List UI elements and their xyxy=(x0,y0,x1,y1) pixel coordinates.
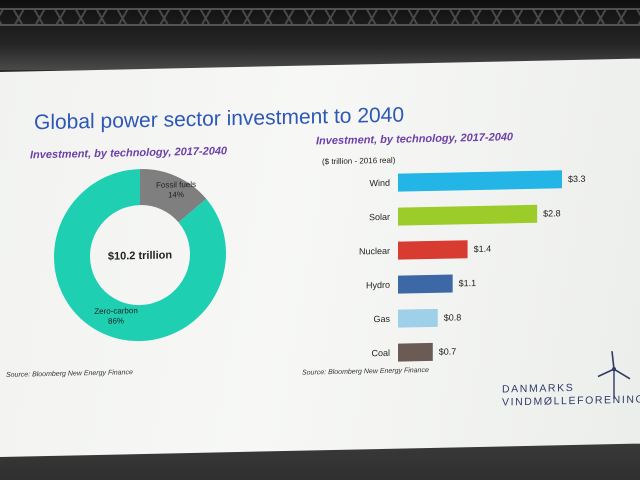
slide: Global power sector investment to 2040 I… xyxy=(0,87,640,457)
donut-slice-zero-carbon xyxy=(54,169,226,342)
bar-value-gas: $0.8 xyxy=(444,312,462,322)
bar-category-solar: Solar xyxy=(369,212,390,222)
zero-carbon-label: Zero-carbon xyxy=(94,306,138,316)
bar-source-note: Source: Bloomberg New Energy Finance xyxy=(302,367,429,377)
slide-title: Global power sector investment to 2040 xyxy=(34,103,405,135)
donut-slice-fossil-fuels xyxy=(140,169,207,223)
bar-value-coal: $0.7 xyxy=(439,346,457,356)
bar-hydro xyxy=(398,274,453,294)
bar-gas xyxy=(398,308,438,328)
logo-line-2: VINDMØLLEFORENING xyxy=(502,393,640,409)
fossil-fuels-percent: 14% xyxy=(168,190,184,199)
bar-category-nuclear: Nuclear xyxy=(359,246,390,257)
bar-wind xyxy=(398,170,562,192)
donut-center-label: $10.2 trillion xyxy=(108,249,172,262)
danmarks-vindmolleforening-logo: DANMARKS VINDMØLLEFORENING xyxy=(498,348,640,421)
projection-screen: Global power sector investment to 2040 I… xyxy=(0,58,640,458)
bar-value-wind: $3.3 xyxy=(568,174,586,184)
bar-category-coal: Coal xyxy=(371,348,390,358)
ceiling-background xyxy=(0,0,640,70)
fossil-fuels-label: Fossil fuels xyxy=(156,180,196,190)
logo-line-1: DANMARKS xyxy=(502,381,575,396)
donut-source-note: Source: Bloomberg New Energy Finance xyxy=(6,369,133,379)
bar-category-wind: Wind xyxy=(369,178,390,188)
bar-value-hydro: $1.1 xyxy=(459,278,477,288)
bar-category-gas: Gas xyxy=(373,314,390,324)
bar-value-nuclear: $1.4 xyxy=(474,244,492,254)
wind-turbine-icon xyxy=(597,351,631,400)
bar-category-hydro: Hydro xyxy=(366,280,390,291)
bar-chart: Wind $3.3 Solar $2.8 Nuclear $1.4 Hydro $1.1 Gas… xyxy=(359,170,586,362)
bar-solar xyxy=(398,204,538,226)
bar-value-solar: $2.8 xyxy=(543,208,561,218)
ceiling-truss xyxy=(0,8,640,26)
bar-nuclear xyxy=(398,240,468,260)
bar-coal xyxy=(398,342,433,362)
zero-carbon-percent: 86% xyxy=(108,316,124,325)
